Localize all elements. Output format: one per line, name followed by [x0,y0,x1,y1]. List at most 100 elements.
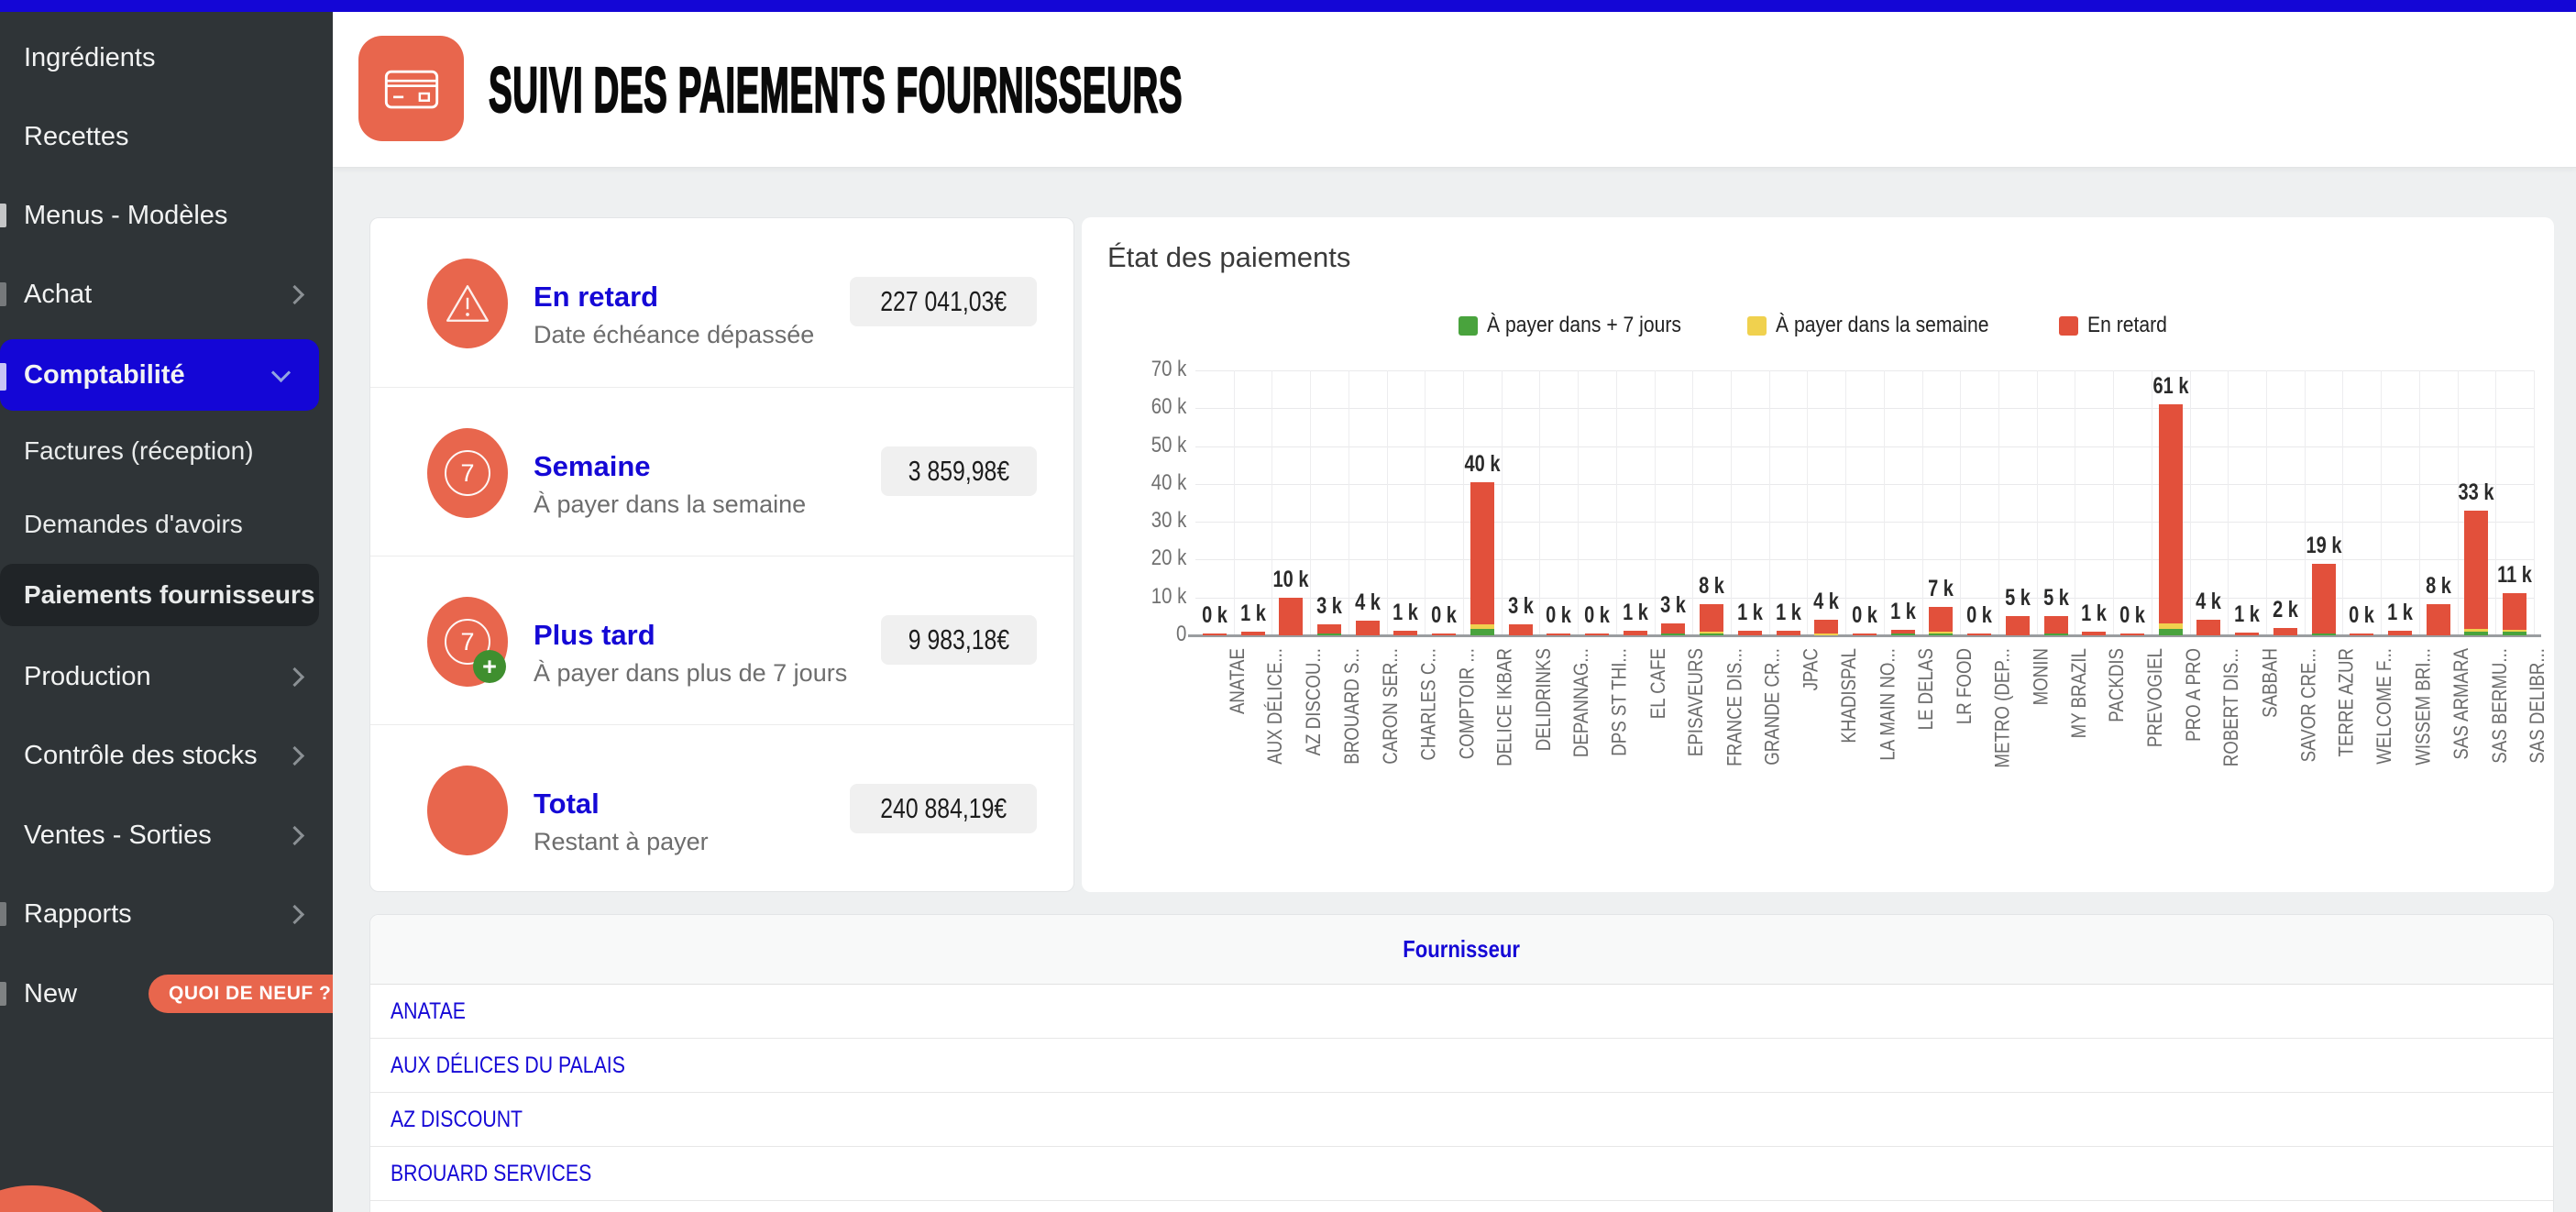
bar-charles-c-en-retard[interactable] [1393,631,1418,635]
card-subtitle: Restant à payer [534,828,709,855]
sidebar-item-comptabilite[interactable]: Comptabilité [0,339,319,411]
gridline [1195,408,2534,410]
bar-anatae-en-retard[interactable] [1202,634,1227,635]
sidebar-item-factures-reception[interactable]: Factures (réception) [0,424,333,479]
x-axis-category-label: AZ DISCOU... [1302,648,1326,756]
bar-prevogiel-en-retard[interactable] [2120,634,2144,635]
summary-card-total: Total Restant à payer 240 884,19€ [370,724,1073,893]
bar-sas-delibr-en-retard[interactable] [2503,593,2527,630]
bar-le-delas-a-payer-dans-7-jours[interactable] [1890,634,1915,635]
bar-welcome-f-en-retard[interactable] [2350,634,2374,635]
bar-packdis-en-retard[interactable] [2082,632,2107,635]
legend-item-en-retard[interactable]: En retard [2058,313,2178,338]
bar-khadispal-a-payer-dans-la-semaine[interactable] [1814,634,1839,635]
x-axis-category-label: LE DELAS [1913,648,1937,731]
bar-caron-ser-en-retard[interactable] [1355,621,1380,635]
bar-comptoir-en-retard[interactable] [1432,634,1457,635]
supplier-link[interactable]: ANATAE [391,997,466,1024]
supplier-link[interactable]: AZ DISCOUNT [391,1106,523,1132]
bar-le-delas-en-retard[interactable] [1890,630,1915,634]
table-row-az-discount[interactable]: AZ DISCOUNT [370,1093,2553,1147]
bar-pro-a-pro-en-retard[interactable] [2158,404,2183,623]
x-axis-category-label: FRANCE DIS... [1723,648,1746,766]
gridline [1233,370,1235,635]
bar-khadispal-en-retard[interactable] [1814,620,1839,634]
table-row-anatae[interactable]: ANATAE [370,985,2553,1039]
card-amount-badge: 240 884,19€ [849,784,1037,833]
legend-item-a-payer-dans-la-semaine[interactable]: À payer dans la semaine [1747,313,2018,338]
gridline [1195,597,2534,599]
bar-terre-azur-a-payer-dans-7-jours[interactable] [2311,634,2336,635]
bar-sabbah-en-retard[interactable] [2235,633,2260,635]
bar-lr-food-a-payer-dans-la-semaine[interactable] [1929,632,1954,634]
sidebar-item-paiements-fournisseurs[interactable]: Paiements fournisseurs [0,564,319,626]
bar-robert-dis-en-retard[interactable] [2196,620,2221,635]
sidebar-item-recettes[interactable]: Recettes [0,109,333,164]
bar-delidrinks-en-retard[interactable] [1508,624,1533,635]
bar-sas-delibr-a-payer-dans-la-semaine[interactable] [2503,630,2527,632]
supplier-link[interactable]: AUX DÉLICES DU PALAIS [391,1052,625,1078]
bar-my-brazil-en-retard[interactable] [2043,616,2068,634]
bar-brouard-s-en-retard[interactable] [1317,624,1341,634]
bar-monin-en-retard[interactable] [2005,616,2030,635]
supplier-link[interactable]: BROUARD SERVICES [391,1160,592,1186]
bar-az-discou-en-retard[interactable] [1279,598,1304,635]
bar-metro-dep-en-retard[interactable] [1967,634,1992,635]
menu-icon [0,363,6,391]
bar-aux-delice-en-retard[interactable] [1240,632,1265,635]
bar-delice-ikbar-a-payer-dans-la-semaine[interactable] [1470,624,1494,629]
bar-france-dis-en-retard[interactable] [1700,604,1724,632]
bar-sas-bermu-a-payer-dans-7-jours[interactable] [2464,632,2489,635]
bar-episaveurs-en-retard[interactable] [1661,623,1686,634]
x-axis-category-label: DELICE IKBAR [1492,648,1516,766]
bar-la-main-no-en-retard[interactable] [1853,634,1877,635]
sidebar-item-controle-des-stocks[interactable]: Contrôle des stocks [0,728,333,783]
sidebar-item-achat[interactable]: Achat [0,267,333,322]
bar-pro-a-pro-a-payer-dans-la-semaine[interactable] [2158,623,2183,629]
bar-el-cafe-en-retard[interactable] [1623,631,1647,635]
sidebar-item-rapports[interactable]: Rapports [0,887,333,942]
y-axis-tick-label: 40 k [1150,469,1186,495]
bar-wissem-bri-en-retard[interactable] [2388,631,2412,635]
bar-sas-armara-en-retard[interactable] [2426,604,2450,635]
x-axis-category-label: MONIN [2028,648,2052,706]
bar-delice-ikbar-a-payer-dans-7-jours[interactable] [1470,629,1494,635]
gridline [1578,370,1580,635]
legend-item-a-payer-dans-7-jours[interactable]: À payer dans + 7 jours [1458,313,1708,338]
table-header-row: Fournisseur [370,915,2553,985]
bar-value-label: 33 k [2458,479,2494,505]
bar-pro-a-pro-a-payer-dans-7-jours[interactable] [2158,629,2183,635]
table-row-aux-delices-du-palais[interactable]: AUX DÉLICES DU PALAIS [370,1039,2553,1093]
bar-sas-bermu-a-payer-dans-la-semaine[interactable] [2464,629,2489,632]
gridline [2342,370,2344,635]
bar-lr-food-en-retard[interactable] [1929,607,1954,632]
sidebar-item-new[interactable]: New QUOI DE NEUF ? [0,966,333,1021]
bar-episaveurs-a-payer-dans-7-jours[interactable] [1661,634,1686,635]
legend-swatch-icon [1458,315,1478,336]
bar-grande-cr-en-retard[interactable] [1737,631,1762,635]
table-row-brouard-services[interactable]: BROUARD SERVICES [370,1147,2553,1201]
bar-delice-ikbar-en-retard[interactable] [1470,482,1494,624]
bar-dps-st-thi-en-retard[interactable] [1585,634,1609,635]
bar-france-dis-a-payer-dans-7-jours[interactable] [1700,634,1724,635]
bar-savor-cre-en-retard[interactable] [2273,628,2297,635]
bar-terre-azur-en-retard[interactable] [2311,564,2336,634]
bar-lr-food-a-payer-dans-7-jours[interactable] [1929,634,1954,635]
bar-jpac-en-retard[interactable] [1776,631,1800,635]
bar-sas-delibr-a-payer-dans-7-jours[interactable] [2503,632,2527,635]
sidebar-item-menus-modeles[interactable]: Menus - Modèles [0,188,333,243]
card-subtitle: À payer dans la semaine [534,490,807,518]
x-axis-category-label: COMPTOIR ... [1455,648,1479,760]
sidebar-item-production[interactable]: Production [0,649,333,704]
sidebar-item-label: Contrôle des stocks [24,740,258,770]
bar-sas-bermu-en-retard[interactable] [2464,511,2489,629]
bar-my-brazil-a-payer-dans-7-jours[interactable] [2043,634,2068,635]
bar-france-dis-a-payer-dans-la-semaine[interactable] [1700,632,1724,634]
sidebar-item-ventes-sorties[interactable]: Ventes - Sorties [0,808,333,863]
bar-depannag-en-retard[interactable] [1547,634,1571,635]
bar-brouard-s-a-payer-dans-7-jours[interactable] [1317,634,1341,635]
sidebar-item-ingredients[interactable]: Ingrédients [0,30,333,85]
sidebar-item-label: Ingrédients [24,42,156,72]
gridline [1654,370,1656,635]
sidebar-item-demandes-d-avoirs[interactable]: Demandes d'avoirs [0,497,333,552]
